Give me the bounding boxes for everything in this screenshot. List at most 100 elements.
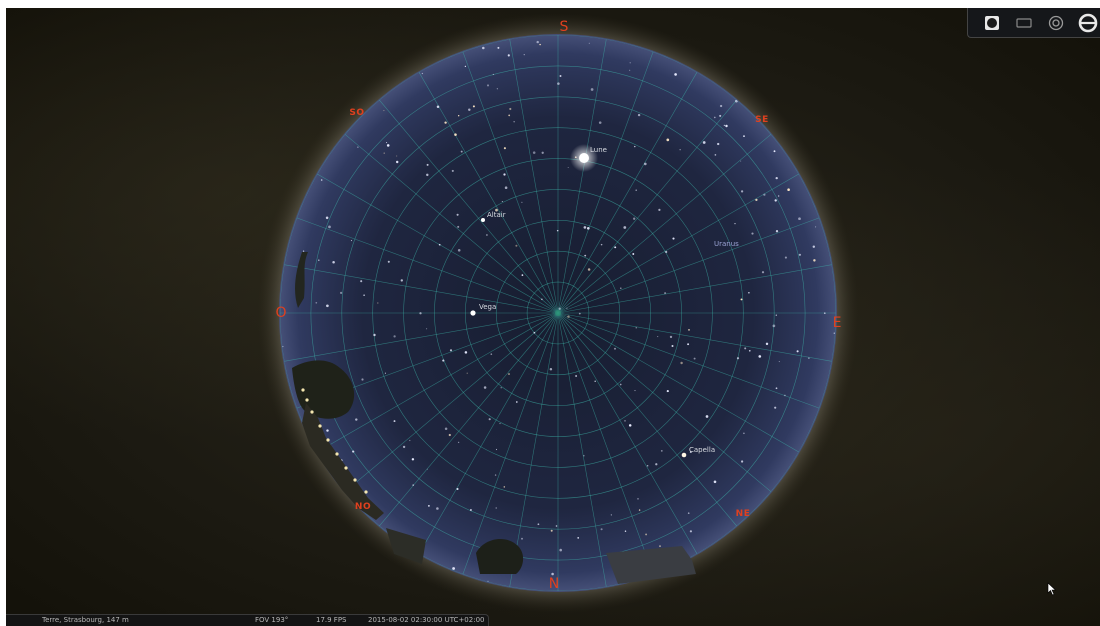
- horizon-light: [335, 452, 339, 456]
- equatorial-grid-icon[interactable]: [1076, 13, 1100, 33]
- star: [426, 328, 428, 330]
- star: [464, 65, 467, 68]
- grid-meridian: [557, 312, 654, 575]
- grid-meridian: [557, 264, 832, 314]
- status-fps: 17.9 FPS: [316, 616, 347, 624]
- status-location[interactable]: Terre, Strasbourg, 147 m: [42, 616, 129, 624]
- star: [551, 572, 554, 576]
- label-uranus[interactable]: Uranus: [714, 240, 739, 248]
- star: [577, 537, 580, 539]
- star: [501, 200, 503, 203]
- grid-meridian: [462, 51, 559, 314]
- grid-meridian: [296, 217, 559, 314]
- star: [637, 498, 639, 500]
- star: [499, 423, 501, 425]
- star: [567, 166, 569, 169]
- star: [326, 304, 329, 308]
- star: [719, 104, 723, 108]
- atmosphere-toggle-icon[interactable]: [1014, 13, 1034, 33]
- horizon-light: [305, 398, 309, 402]
- star: [483, 386, 487, 389]
- star: [503, 147, 506, 150]
- star: [575, 375, 577, 377]
- star: [451, 169, 454, 172]
- star: [436, 105, 440, 108]
- star: [452, 567, 455, 570]
- star: [393, 420, 396, 423]
- star: [456, 213, 459, 216]
- sky-view[interactable]: [6, 8, 1100, 626]
- star: [393, 335, 396, 338]
- star: [509, 107, 512, 111]
- star: [360, 280, 363, 283]
- star: [658, 208, 661, 212]
- grid-meridian: [284, 312, 559, 362]
- star: [748, 292, 750, 294]
- star: [361, 378, 364, 381]
- star: [457, 441, 460, 444]
- star: [665, 250, 668, 254]
- star: [436, 507, 439, 510]
- status-bar: Terre, Strasbourg, 147 m FOV 193° 17.9 F…: [6, 614, 489, 626]
- ground-toggle-icon[interactable]: [982, 13, 1002, 33]
- stellarium-viewport[interactable]: S SE E NE N NO O SO Lune Altair Uranus V…: [6, 8, 1100, 626]
- star: [485, 234, 488, 236]
- grid-meridian: [509, 312, 559, 587]
- star: [320, 179, 323, 181]
- star: [457, 225, 460, 228]
- star: [674, 73, 677, 76]
- star: [619, 383, 622, 386]
- star: [426, 173, 429, 177]
- star: [815, 226, 817, 228]
- label-vega[interactable]: Vega: [479, 303, 497, 311]
- star: [740, 460, 744, 463]
- star: [400, 279, 403, 282]
- star: [719, 114, 722, 117]
- label-altair[interactable]: Altair: [487, 211, 506, 219]
- grid-meridian: [317, 173, 559, 314]
- star: [495, 448, 498, 451]
- star: [808, 357, 810, 359]
- star: [588, 42, 590, 44]
- star: [778, 361, 780, 363]
- star: [702, 141, 706, 144]
- star: [456, 487, 459, 491]
- star: [495, 507, 497, 509]
- star: [774, 199, 777, 202]
- star: [318, 259, 320, 261]
- label-lune[interactable]: Lune: [590, 146, 607, 154]
- star: [486, 84, 490, 87]
- star: [787, 188, 790, 191]
- label-capella[interactable]: Capella: [689, 446, 716, 454]
- star: [713, 480, 717, 484]
- horizon-light: [318, 424, 322, 428]
- status-datetime[interactable]: 2015-08-02 02:30:00 UTC+02:00: [368, 616, 485, 624]
- star: [610, 514, 612, 516]
- star: [515, 401, 518, 403]
- star: [302, 250, 305, 252]
- star: [748, 349, 751, 352]
- star: [460, 150, 463, 153]
- star: [624, 420, 626, 422]
- star: [584, 254, 587, 257]
- cardinal-south: S: [559, 19, 569, 35]
- star: [583, 455, 585, 457]
- stars: [282, 40, 835, 582]
- star: [740, 298, 743, 301]
- fisheye-projection-icon[interactable]: [1046, 13, 1066, 33]
- star: [774, 406, 777, 409]
- star: [539, 43, 541, 46]
- star: [454, 133, 457, 136]
- star: [328, 225, 331, 229]
- star: [556, 229, 559, 232]
- landscape: [292, 252, 696, 584]
- star: [772, 324, 776, 328]
- star: [655, 463, 658, 466]
- star: [634, 145, 636, 148]
- horizon-light: [310, 410, 314, 414]
- star: [442, 359, 445, 362]
- grid-meridian: [462, 312, 559, 575]
- star: [614, 347, 616, 350]
- star: [355, 418, 358, 421]
- star: [743, 432, 745, 435]
